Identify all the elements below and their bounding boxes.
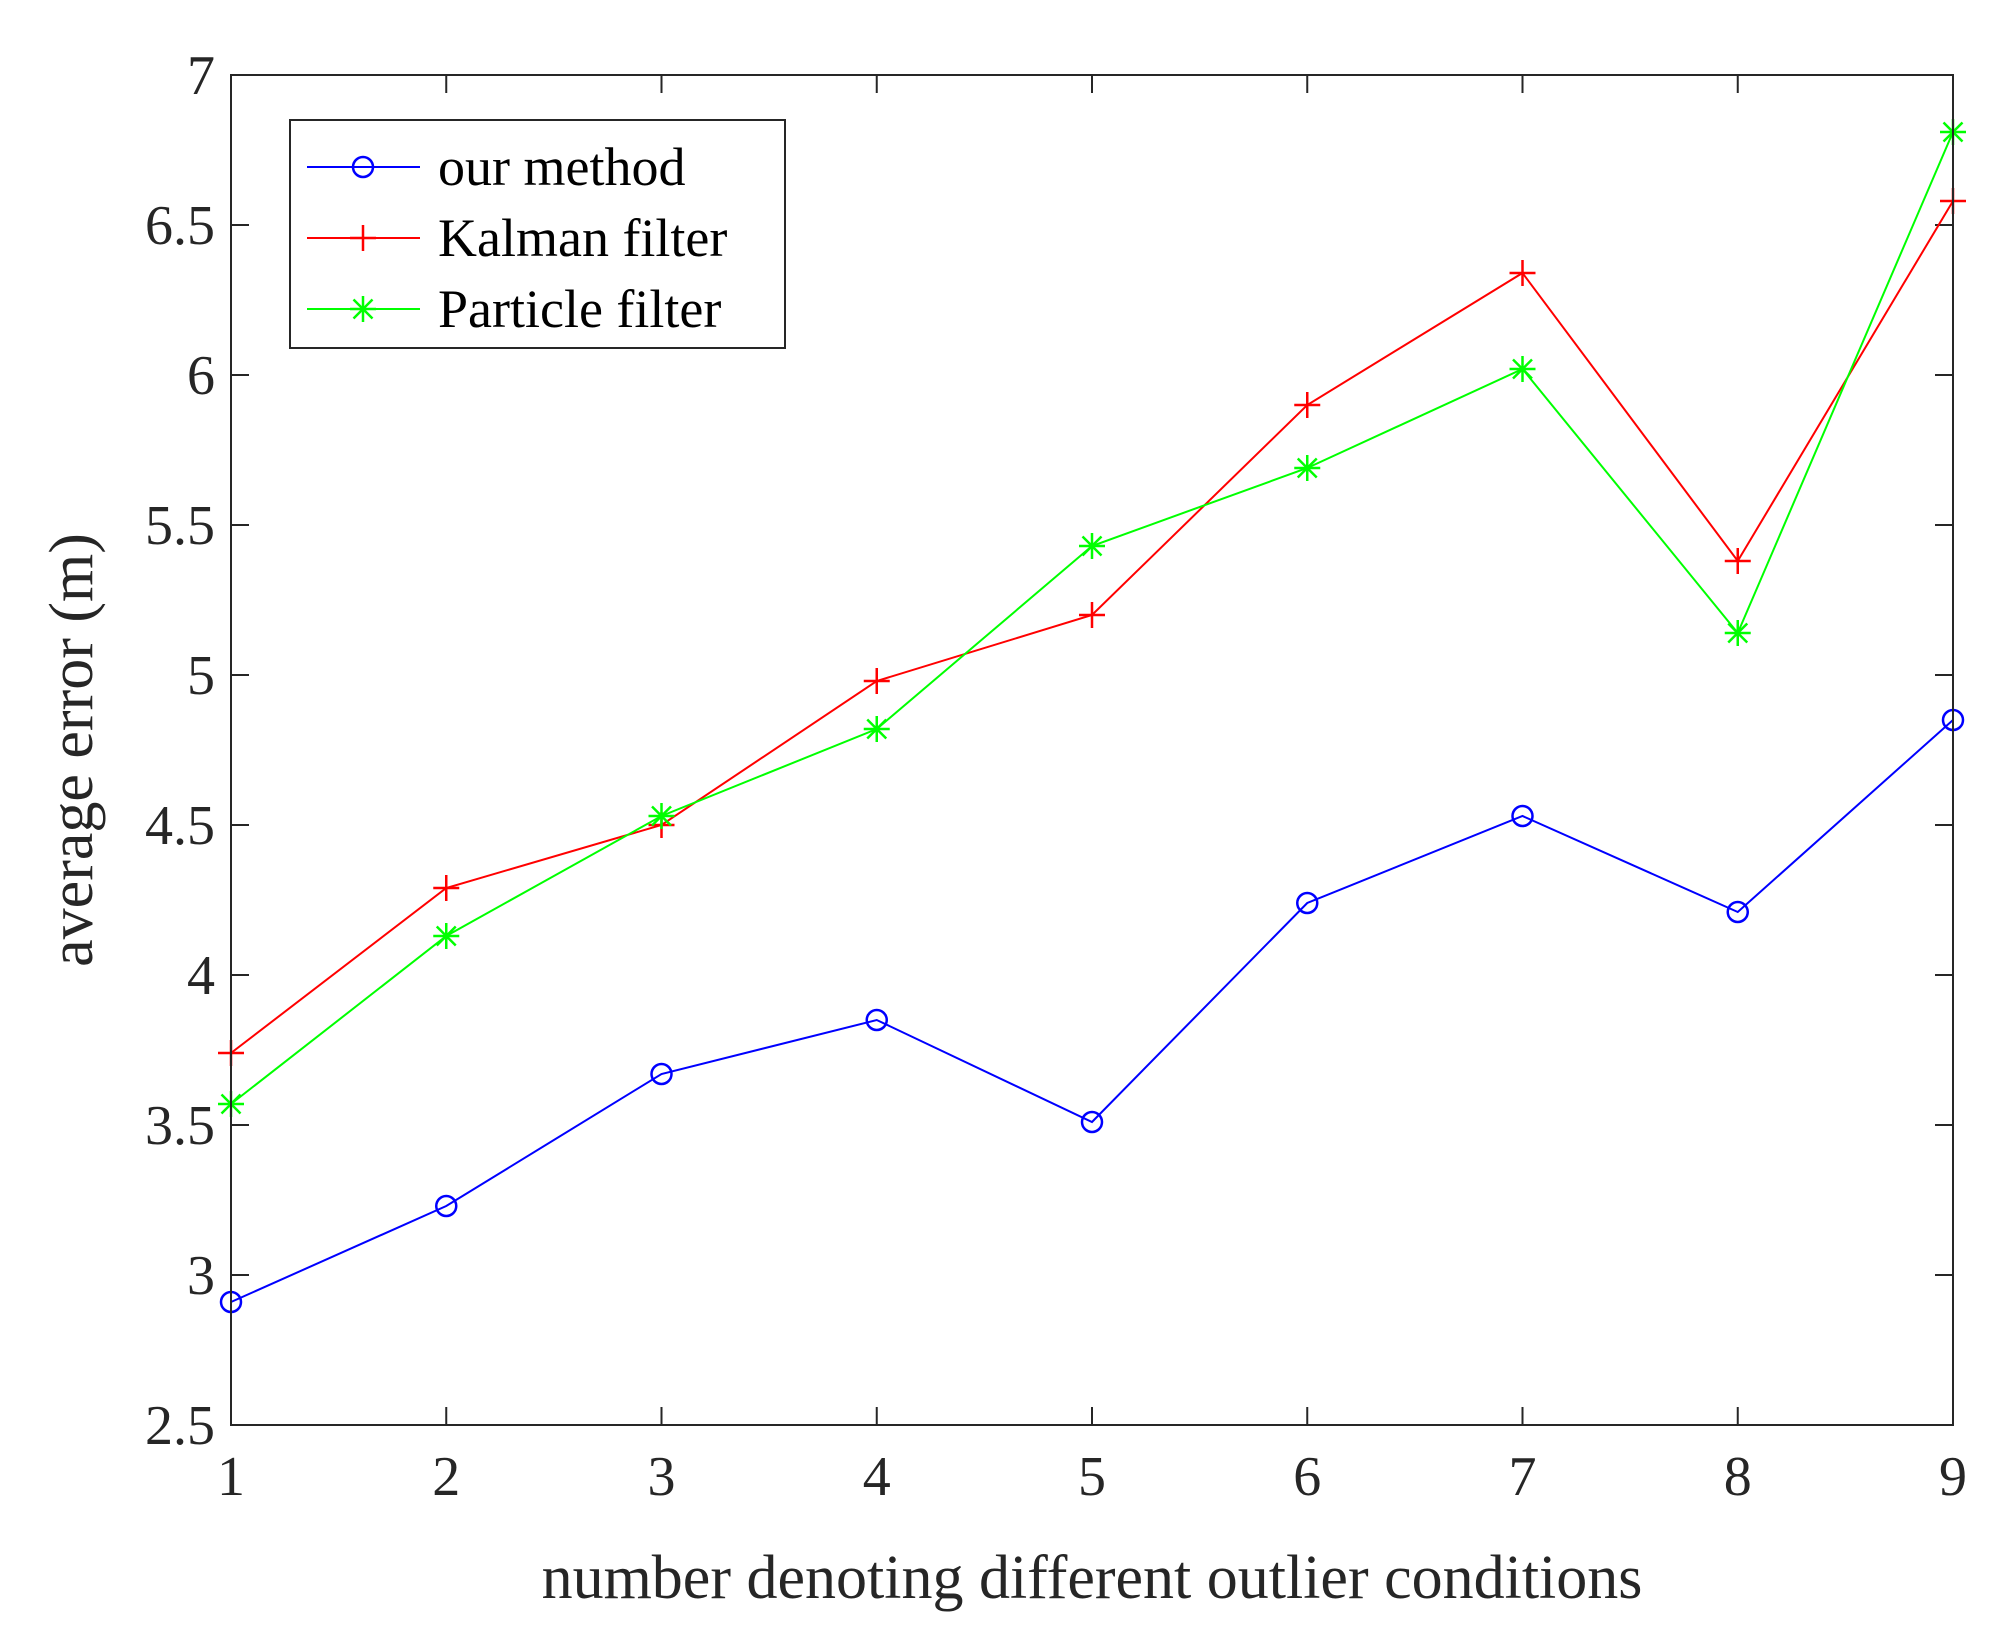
data-point-our-method <box>435 1194 458 1218</box>
data-point-kalman-filter <box>863 668 890 694</box>
legend-item-our-method: our method <box>307 137 685 197</box>
data-point-our-method <box>1080 1110 1104 1134</box>
data-point-kalman-filter <box>433 875 460 901</box>
y-tick-label: 2.5 <box>145 1395 215 1457</box>
data-point-particle-filter <box>433 923 460 949</box>
legend: our method Kalman filter Particle filter <box>289 119 786 349</box>
data-point-particle-filter <box>648 803 675 829</box>
x-tick-label: 3 <box>648 1446 676 1508</box>
x-tick-label: 9 <box>1939 1446 1967 1508</box>
x-axis-label: number denoting different outlier condit… <box>542 1544 1643 1612</box>
y-tick-label: 6.5 <box>145 195 215 257</box>
data-point-particle-filter <box>1509 356 1536 382</box>
data-point-our-method <box>650 1062 673 1086</box>
data-point-particle-filter <box>1724 620 1751 646</box>
x-tick-label: 6 <box>1293 1446 1321 1508</box>
legend-item-kalman-filter: Kalman filter <box>307 208 727 268</box>
y-tick-label: 5.5 <box>145 495 215 557</box>
series-particle-filter <box>218 119 1966 1117</box>
data-point-particle-filter <box>1079 533 1105 559</box>
x-tick-label: 5 <box>1078 1446 1106 1508</box>
data-point-kalman-filter <box>1294 392 1321 418</box>
y-tick-label: 6 <box>187 345 215 407</box>
series-layer <box>218 119 1966 1314</box>
data-point-our-method <box>1726 900 1749 924</box>
legend-marker <box>350 225 376 251</box>
x-tick-label: 7 <box>1509 1446 1537 1508</box>
legend-item-particle-filter: Particle filter <box>307 279 721 339</box>
y-tick-label: 4.5 <box>145 795 215 857</box>
data-point-kalman-filter <box>1509 260 1536 286</box>
x-tick-label: 4 <box>863 1446 891 1508</box>
data-point-particle-filter <box>1294 455 1321 481</box>
data-point-our-method <box>1296 891 1319 915</box>
y-tick-label: 7 <box>187 45 215 107</box>
x-tick-label: 1 <box>217 1446 245 1508</box>
data-point-kalman-filter <box>1079 602 1105 628</box>
series-our-method <box>219 708 1965 1314</box>
data-point-particle-filter <box>863 716 890 742</box>
x-tick-label: 8 <box>1724 1446 1752 1508</box>
y-tick-label: 4 <box>187 945 215 1007</box>
legend-label: our method <box>438 137 685 197</box>
data-point-our-method <box>1511 804 1534 828</box>
legend-label: Kalman filter <box>438 208 727 268</box>
x-tick-label: 2 <box>432 1446 460 1508</box>
axis-ticks: 1 2 3 4 5 6 7 8 9 2.5 3 3.5 4 4.5 5 5.5 6 6.5 7 <box>145 45 1967 1508</box>
legend-marker <box>351 155 375 179</box>
data-point-kalman-filter <box>1724 548 1751 574</box>
y-axis-label: average error (m) <box>38 533 106 967</box>
axes-box <box>230 74 1954 1426</box>
series-line-our-method <box>230 719 1954 1303</box>
y-tick-label: 5 <box>187 645 215 707</box>
y-tick-label: 3.5 <box>145 1095 215 1157</box>
legend-label: Particle filter <box>438 279 721 339</box>
legend-marker <box>350 296 376 322</box>
data-point-our-method <box>865 1008 888 1032</box>
y-tick-label: 3 <box>187 1245 215 1307</box>
